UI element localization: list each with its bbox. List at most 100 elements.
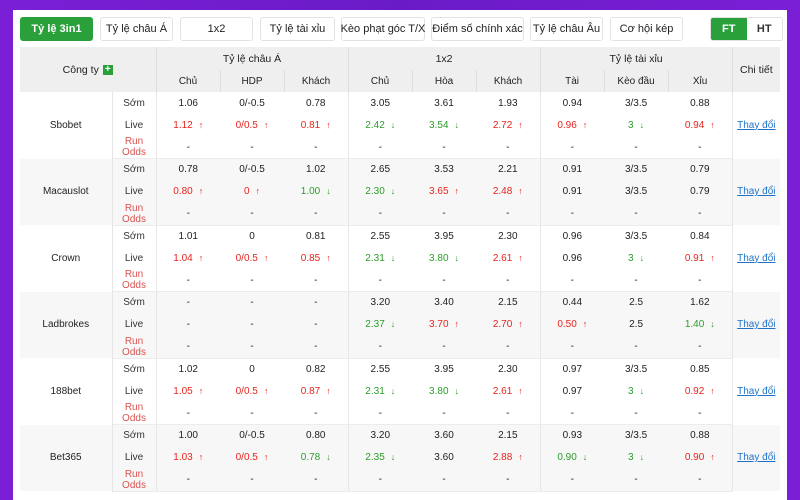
live-odds-value: 0.81 bbox=[300, 119, 321, 131]
run-odds-link[interactable]: Run Odds bbox=[112, 468, 156, 492]
arrow-down-icon: ↓ bbox=[326, 186, 331, 196]
live-odds-value: 2.31 bbox=[365, 385, 385, 397]
detail-header: Chi tiết bbox=[731, 47, 781, 92]
ht-button[interactable]: HT bbox=[746, 18, 782, 40]
live-odds-cell: 3.80 ↓ bbox=[412, 380, 477, 402]
ft-button[interactable]: FT bbox=[711, 18, 747, 40]
run-odds-cell: - bbox=[412, 468, 477, 492]
col-over: Tài bbox=[539, 70, 605, 92]
live-odds-cell: 0.97 bbox=[539, 380, 605, 402]
early-odds-cell: - bbox=[220, 291, 284, 314]
live-odds-value: 2.48 bbox=[492, 186, 513, 197]
row-type-early: Sớm bbox=[112, 225, 156, 247]
odds-tabs: Tỷ lệ 3in1 Tỷ lệ châu Á 1x2 Tỷ lệ tài xỉ… bbox=[20, 17, 783, 42]
live-odds-value: 0.96 bbox=[557, 119, 577, 131]
tab-correct-score[interactable]: Điểm số chính xác bbox=[431, 17, 524, 41]
early-odds-cell: 1.93 bbox=[476, 92, 541, 114]
odds-row-run: Run Odds - - - - - - - - - bbox=[20, 402, 780, 425]
run-odds-cell: - bbox=[347, 136, 413, 159]
odds-body: Sbobet Sớm 1.06 0/-0.5 0.78 3.05 3.61 1.93 0.94 3… bbox=[20, 92, 781, 492]
run-odds-cell: - bbox=[155, 202, 220, 226]
change-history-link[interactable]: Thay đổi bbox=[737, 186, 776, 198]
early-odds-cell: 0.82 bbox=[284, 358, 349, 380]
odds-row-live: Live 0.80 ↑ 0 ↑ 1.00 ↓ 2.30 ↓ 3.65 ↑ 2.48 ↑ 0.91 3/3.5… bbox=[20, 180, 780, 203]
row-type-live: Live bbox=[112, 180, 156, 203]
arrow-up-icon: ↑ bbox=[454, 186, 460, 196]
live-odds-cell: - bbox=[284, 313, 349, 336]
run-odds-link[interactable]: Run Odds bbox=[112, 402, 156, 425]
odds-row-run: Run Odds - - - - - - - - - bbox=[20, 202, 780, 226]
early-odds-cell: 0 bbox=[220, 358, 284, 380]
run-odds-cell: - bbox=[476, 136, 541, 159]
run-odds-cell: - bbox=[155, 402, 220, 425]
tab-asian-odds[interactable]: Tỷ lệ châu Á bbox=[100, 17, 173, 41]
row-type-live: Live bbox=[112, 446, 156, 469]
run-odds-cell: - bbox=[220, 136, 284, 159]
change-history-link[interactable]: Thay đổi bbox=[737, 252, 776, 264]
odds-row-early: Sbobet Sớm 1.06 0/-0.5 0.78 3.05 3.61 1.93 0.94 3… bbox=[20, 92, 781, 159]
run-odds-cell: - bbox=[476, 202, 541, 226]
odds-row-run: Run Odds - - - - - - - - - bbox=[20, 136, 780, 159]
tab-european-odds[interactable]: Tỷ lệ châu Âu bbox=[530, 17, 603, 41]
row-type-early: Sớm bbox=[112, 291, 156, 314]
early-odds-cell: 1.02 bbox=[155, 358, 220, 380]
live-odds-cell: 3 ↓ bbox=[604, 114, 669, 136]
odds-panel: Tỷ lệ 3in1 Tỷ lệ châu Á 1x2 Tỷ lệ tài xỉ… bbox=[13, 10, 787, 500]
tab-3in1[interactable]: Tỷ lệ 3in1 bbox=[20, 17, 93, 41]
live-odds-value: 0.87 bbox=[300, 385, 321, 397]
live-odds-value: 2.5 bbox=[629, 319, 644, 330]
live-odds-cell: 3.65 ↑ bbox=[412, 180, 477, 203]
run-odds-cell: - bbox=[412, 202, 477, 226]
tab-1x2[interactable]: 1x2 bbox=[180, 17, 253, 41]
run-odds-cell: - bbox=[155, 468, 220, 492]
col-home: Chủ bbox=[155, 70, 220, 92]
live-odds-value: 1.12 bbox=[173, 119, 193, 131]
change-history-link[interactable]: Thay đổi bbox=[737, 119, 776, 131]
early-odds-cell: 2.30 bbox=[476, 225, 541, 247]
live-odds-value: - bbox=[186, 319, 190, 330]
live-odds-cell: 0.92 ↑ bbox=[668, 380, 733, 402]
arrow-up-icon: ↑ bbox=[710, 385, 715, 396]
live-odds-cell: 2.5 bbox=[604, 313, 669, 336]
arrow-up-icon: ↑ bbox=[518, 119, 523, 130]
change-history-link[interactable]: Thay đổi bbox=[737, 385, 776, 397]
run-odds-link[interactable]: Run Odds bbox=[112, 136, 156, 159]
arrow-down-icon: ↓ bbox=[454, 385, 460, 396]
live-odds-value: 1.03 bbox=[173, 452, 193, 463]
live-odds-cell: 0.91 bbox=[539, 180, 605, 203]
tab-corner-ou[interactable]: Kèo phạt góc T/X bbox=[341, 17, 425, 41]
live-odds-cell: 0.78 ↓ bbox=[284, 446, 349, 469]
run-odds-link[interactable]: Run Odds bbox=[112, 335, 156, 359]
run-odds-cell: - bbox=[155, 335, 220, 359]
company-name: Ladbrokes bbox=[20, 291, 113, 358]
early-odds-cell: 3/3.5 bbox=[604, 424, 669, 447]
early-odds-cell: 0.81 bbox=[284, 225, 349, 247]
early-odds-cell: 3/3.5 bbox=[604, 158, 669, 181]
run-odds-link[interactable]: Run Odds bbox=[112, 269, 156, 292]
live-odds-value: 0.85 bbox=[300, 252, 321, 264]
change-history-link[interactable]: Thay đổi bbox=[737, 452, 776, 464]
live-odds-cell: 3 ↓ bbox=[604, 446, 669, 469]
run-odds-cell: - bbox=[412, 335, 477, 359]
run-odds-cell: - bbox=[539, 136, 605, 159]
arrow-up-icon: ↑ bbox=[582, 319, 588, 329]
live-odds-value: 2.37 bbox=[365, 319, 385, 330]
live-odds-value: 3.80 bbox=[429, 385, 449, 397]
live-odds-value: - bbox=[250, 319, 254, 330]
early-odds-cell: 2.65 bbox=[347, 158, 413, 181]
live-odds-cell: 0/0.5 ↑ bbox=[220, 247, 284, 269]
change-history-link[interactable]: Thay đổi bbox=[737, 319, 776, 331]
expand-companies-icon[interactable]: + bbox=[102, 64, 113, 75]
tab-double-chance[interactable]: Cơ hội kép bbox=[610, 17, 683, 41]
run-odds-cell: - bbox=[476, 468, 541, 492]
tab-over-under[interactable]: Tỷ lệ tài xỉu bbox=[260, 17, 335, 41]
live-odds-cell: - bbox=[220, 313, 284, 336]
early-odds-cell: 1.02 bbox=[284, 158, 349, 181]
early-odds-cell: 0.78 bbox=[284, 92, 349, 114]
odds-row-live: Live 1.05 ↑ 0/0.5 ↑ 0.87 ↑ 2.31 ↓ 3.80 ↓ 2.61 ↑ 0.97 3… bbox=[20, 380, 780, 402]
live-odds-cell: 3 ↓ bbox=[604, 247, 669, 269]
live-odds-cell: 0.50 ↑ bbox=[539, 313, 605, 336]
run-odds-cell: - bbox=[668, 402, 733, 425]
detail-cell: Thay đổi bbox=[731, 424, 781, 491]
run-odds-link[interactable]: Run Odds bbox=[112, 202, 156, 226]
